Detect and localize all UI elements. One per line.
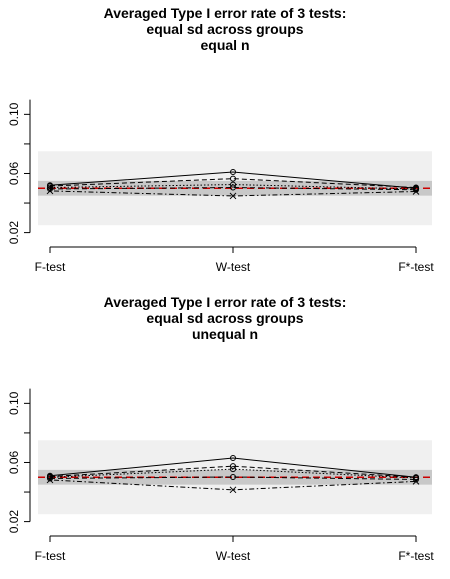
y-tick-label: 0.10 — [7, 102, 21, 126]
data-point-circle — [230, 184, 236, 191]
x-tick-label: F-test — [35, 549, 66, 563]
chart-svg: 0.02 0.06 0.10 F-test W-test F*-test — [7, 99, 434, 274]
series-line — [49, 479, 417, 491]
data-point-cross — [46, 187, 54, 195]
chart-panel-equal-n: 0.02 0.06 0.10 F-test W-test F*-test Averaged… — [0, 5, 450, 274]
x-tick-label: F*-test — [398, 549, 434, 563]
chart-title: Averaged Type I error rate of 3 tests: e… — [0, 294, 450, 342]
x-tick-label: W-test — [216, 260, 251, 274]
data-point-circle — [230, 473, 236, 480]
chart-svg: 0.02 0.06 0.10 F-test W-test F*-test — [7, 388, 434, 563]
data-point-circle — [230, 466, 236, 473]
series-line — [49, 171, 417, 189]
series-line — [49, 468, 417, 479]
data-point-cross — [412, 188, 420, 195]
y-tick-label: 0.06 — [7, 450, 21, 474]
chart-panel-unequal-n: 0.02 0.06 0.10 F-test W-test F*-test Averaged… — [0, 289, 450, 579]
x-tick-label: F*-test — [398, 260, 434, 274]
chart-title-line-2: equal sd across groups — [146, 310, 304, 326]
data-point-circle — [230, 175, 236, 182]
series-line — [49, 457, 417, 478]
chart-title-line-1: Averaged Type I error rate of 3 tests: — [103, 5, 347, 21]
x-tick-label: F-test — [35, 260, 66, 274]
data-point-circle — [230, 181, 236, 188]
chart-title-line-3: unequal n — [191, 326, 259, 342]
chart-title-line-2: equal sd across groups — [146, 21, 304, 37]
data-point-cross — [229, 486, 237, 494]
chart-title-line-3: equal n — [200, 37, 250, 53]
y-tick-label: 0.02 — [7, 510, 21, 534]
chart-title: Averaged Type I error rate of 3 tests: e… — [0, 5, 450, 53]
data-point-circle — [413, 186, 419, 193]
data-point-circle — [230, 455, 236, 462]
x-tick-label: W-test — [216, 549, 251, 563]
series-line — [49, 178, 417, 189]
series-line — [49, 187, 417, 191]
series-line — [49, 476, 417, 480]
y-tick-label: 0.06 — [7, 161, 21, 185]
data-point-circle — [230, 169, 236, 175]
data-point-cross — [412, 478, 420, 485]
series-line — [49, 190, 417, 197]
series-line — [49, 465, 417, 478]
data-point-cross — [229, 192, 237, 200]
chart-title-line-1: Averaged Type I error rate of 3 tests: — [103, 294, 347, 310]
y-tick-label: 0.02 — [7, 221, 21, 245]
data-point-circle — [47, 475, 53, 482]
y-tick-label: 0.10 — [7, 391, 21, 415]
data-point-cross — [46, 476, 54, 484]
